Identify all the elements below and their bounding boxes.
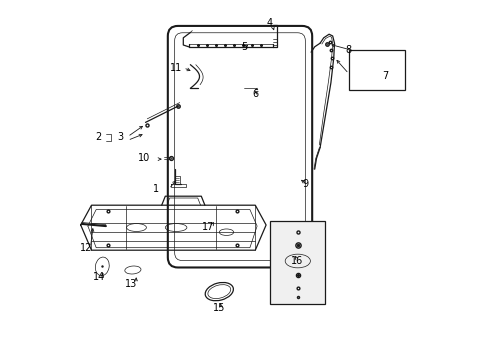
Bar (269, 221, 325, 304)
Text: 10: 10 (137, 153, 149, 163)
Text: 9: 9 (302, 179, 308, 189)
Text: 1: 1 (153, 184, 159, 194)
Text: 16: 16 (290, 256, 302, 266)
Text: 2: 2 (95, 132, 102, 142)
Text: 3: 3 (117, 132, 123, 142)
Bar (348, 50, 404, 90)
Text: 13: 13 (125, 279, 137, 289)
Text: 15: 15 (213, 303, 225, 313)
Text: 11: 11 (170, 63, 182, 73)
Text: 5: 5 (241, 42, 247, 52)
Text: 7: 7 (381, 71, 387, 81)
Text: 17: 17 (202, 222, 214, 232)
Text: 14: 14 (92, 272, 104, 282)
Text: 8: 8 (345, 45, 351, 55)
Text: 12: 12 (80, 243, 92, 253)
Text: 4: 4 (266, 18, 272, 28)
Text: 6: 6 (252, 89, 258, 99)
